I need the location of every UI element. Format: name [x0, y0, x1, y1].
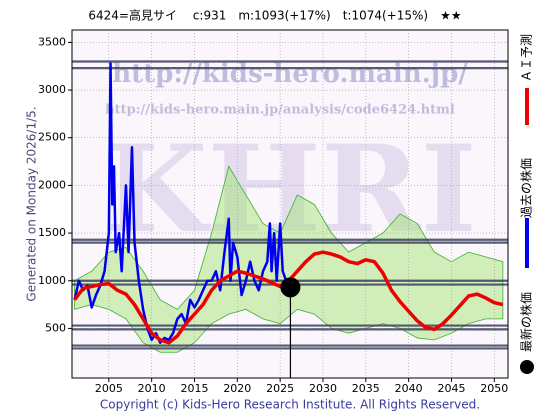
legend-swatch — [520, 360, 534, 374]
y-tick-label: 3500 — [38, 35, 66, 48]
chart-title: 6424=高見サイ c:931 m:1093(+17%) t:1074(+15%… — [88, 8, 461, 23]
current-point — [280, 277, 301, 298]
legend-label: 過去の株価 — [519, 158, 534, 218]
watermark: http://kids-hero.main.jp/ — [112, 59, 468, 89]
y-tick-label: 500 — [45, 321, 66, 334]
y-tick-label: 1500 — [38, 226, 66, 239]
watermark: KHRI — [103, 119, 477, 260]
price-line — [73, 250, 504, 345]
watermark: http://kids-hero.main.jp/analysis/code64… — [105, 103, 455, 118]
copyright: Copyright (c) Kids-Hero Research Institu… — [100, 398, 480, 412]
legend-label: ＡＩ予測 — [520, 34, 534, 82]
legend-label: 最新の株価 — [519, 292, 534, 352]
x-tick-label: 2050 — [480, 382, 508, 395]
x-tick-label: 2020 — [223, 382, 251, 395]
y-tick-label: 2500 — [38, 131, 66, 144]
x-tick-label: 2005 — [95, 382, 123, 395]
generated-note: Generated on Monday 2026/1/5. — [25, 106, 39, 301]
y-tick-label: 2000 — [38, 178, 66, 191]
x-tick-label: 2015 — [180, 382, 208, 395]
plot-frame — [71, 29, 509, 379]
x-tick-label: 2030 — [309, 382, 337, 395]
y-tick-label: 1000 — [38, 274, 66, 287]
x-tick-label: 2035 — [352, 382, 380, 395]
price-line — [73, 62, 290, 344]
x-tick-label: 2010 — [138, 382, 166, 395]
y-tick-label: 3000 — [38, 83, 66, 96]
x-tick-label: 2045 — [437, 382, 465, 395]
x-tick-label: 2040 — [395, 382, 423, 395]
x-tick-label: 2025 — [266, 382, 294, 395]
